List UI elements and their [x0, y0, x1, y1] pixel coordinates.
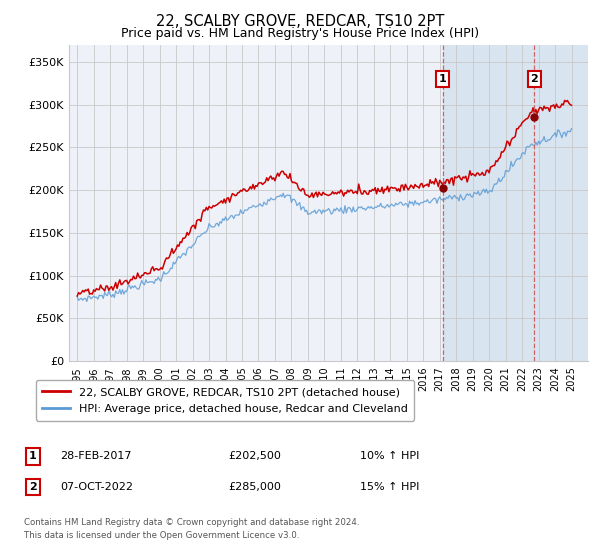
Text: 07-OCT-2022: 07-OCT-2022 — [60, 482, 133, 492]
Text: 28-FEB-2017: 28-FEB-2017 — [60, 451, 131, 461]
Text: Price paid vs. HM Land Registry's House Price Index (HPI): Price paid vs. HM Land Registry's House … — [121, 27, 479, 40]
Text: 1: 1 — [29, 451, 37, 461]
Text: Contains HM Land Registry data © Crown copyright and database right 2024.
This d: Contains HM Land Registry data © Crown c… — [24, 519, 359, 540]
Bar — [443, 45, 588, 361]
Text: £285,000: £285,000 — [228, 482, 281, 492]
Text: £202,500: £202,500 — [228, 451, 281, 461]
Text: 2: 2 — [29, 482, 37, 492]
Text: 10% ↑ HPI: 10% ↑ HPI — [360, 451, 419, 461]
Text: 15% ↑ HPI: 15% ↑ HPI — [360, 482, 419, 492]
Text: 22, SCALBY GROVE, REDCAR, TS10 2PT: 22, SCALBY GROVE, REDCAR, TS10 2PT — [156, 14, 444, 29]
Legend: 22, SCALBY GROVE, REDCAR, TS10 2PT (detached house), HPI: Average price, detache: 22, SCALBY GROVE, REDCAR, TS10 2PT (deta… — [35, 380, 415, 421]
Text: 2: 2 — [530, 74, 538, 84]
Text: 1: 1 — [439, 74, 446, 84]
